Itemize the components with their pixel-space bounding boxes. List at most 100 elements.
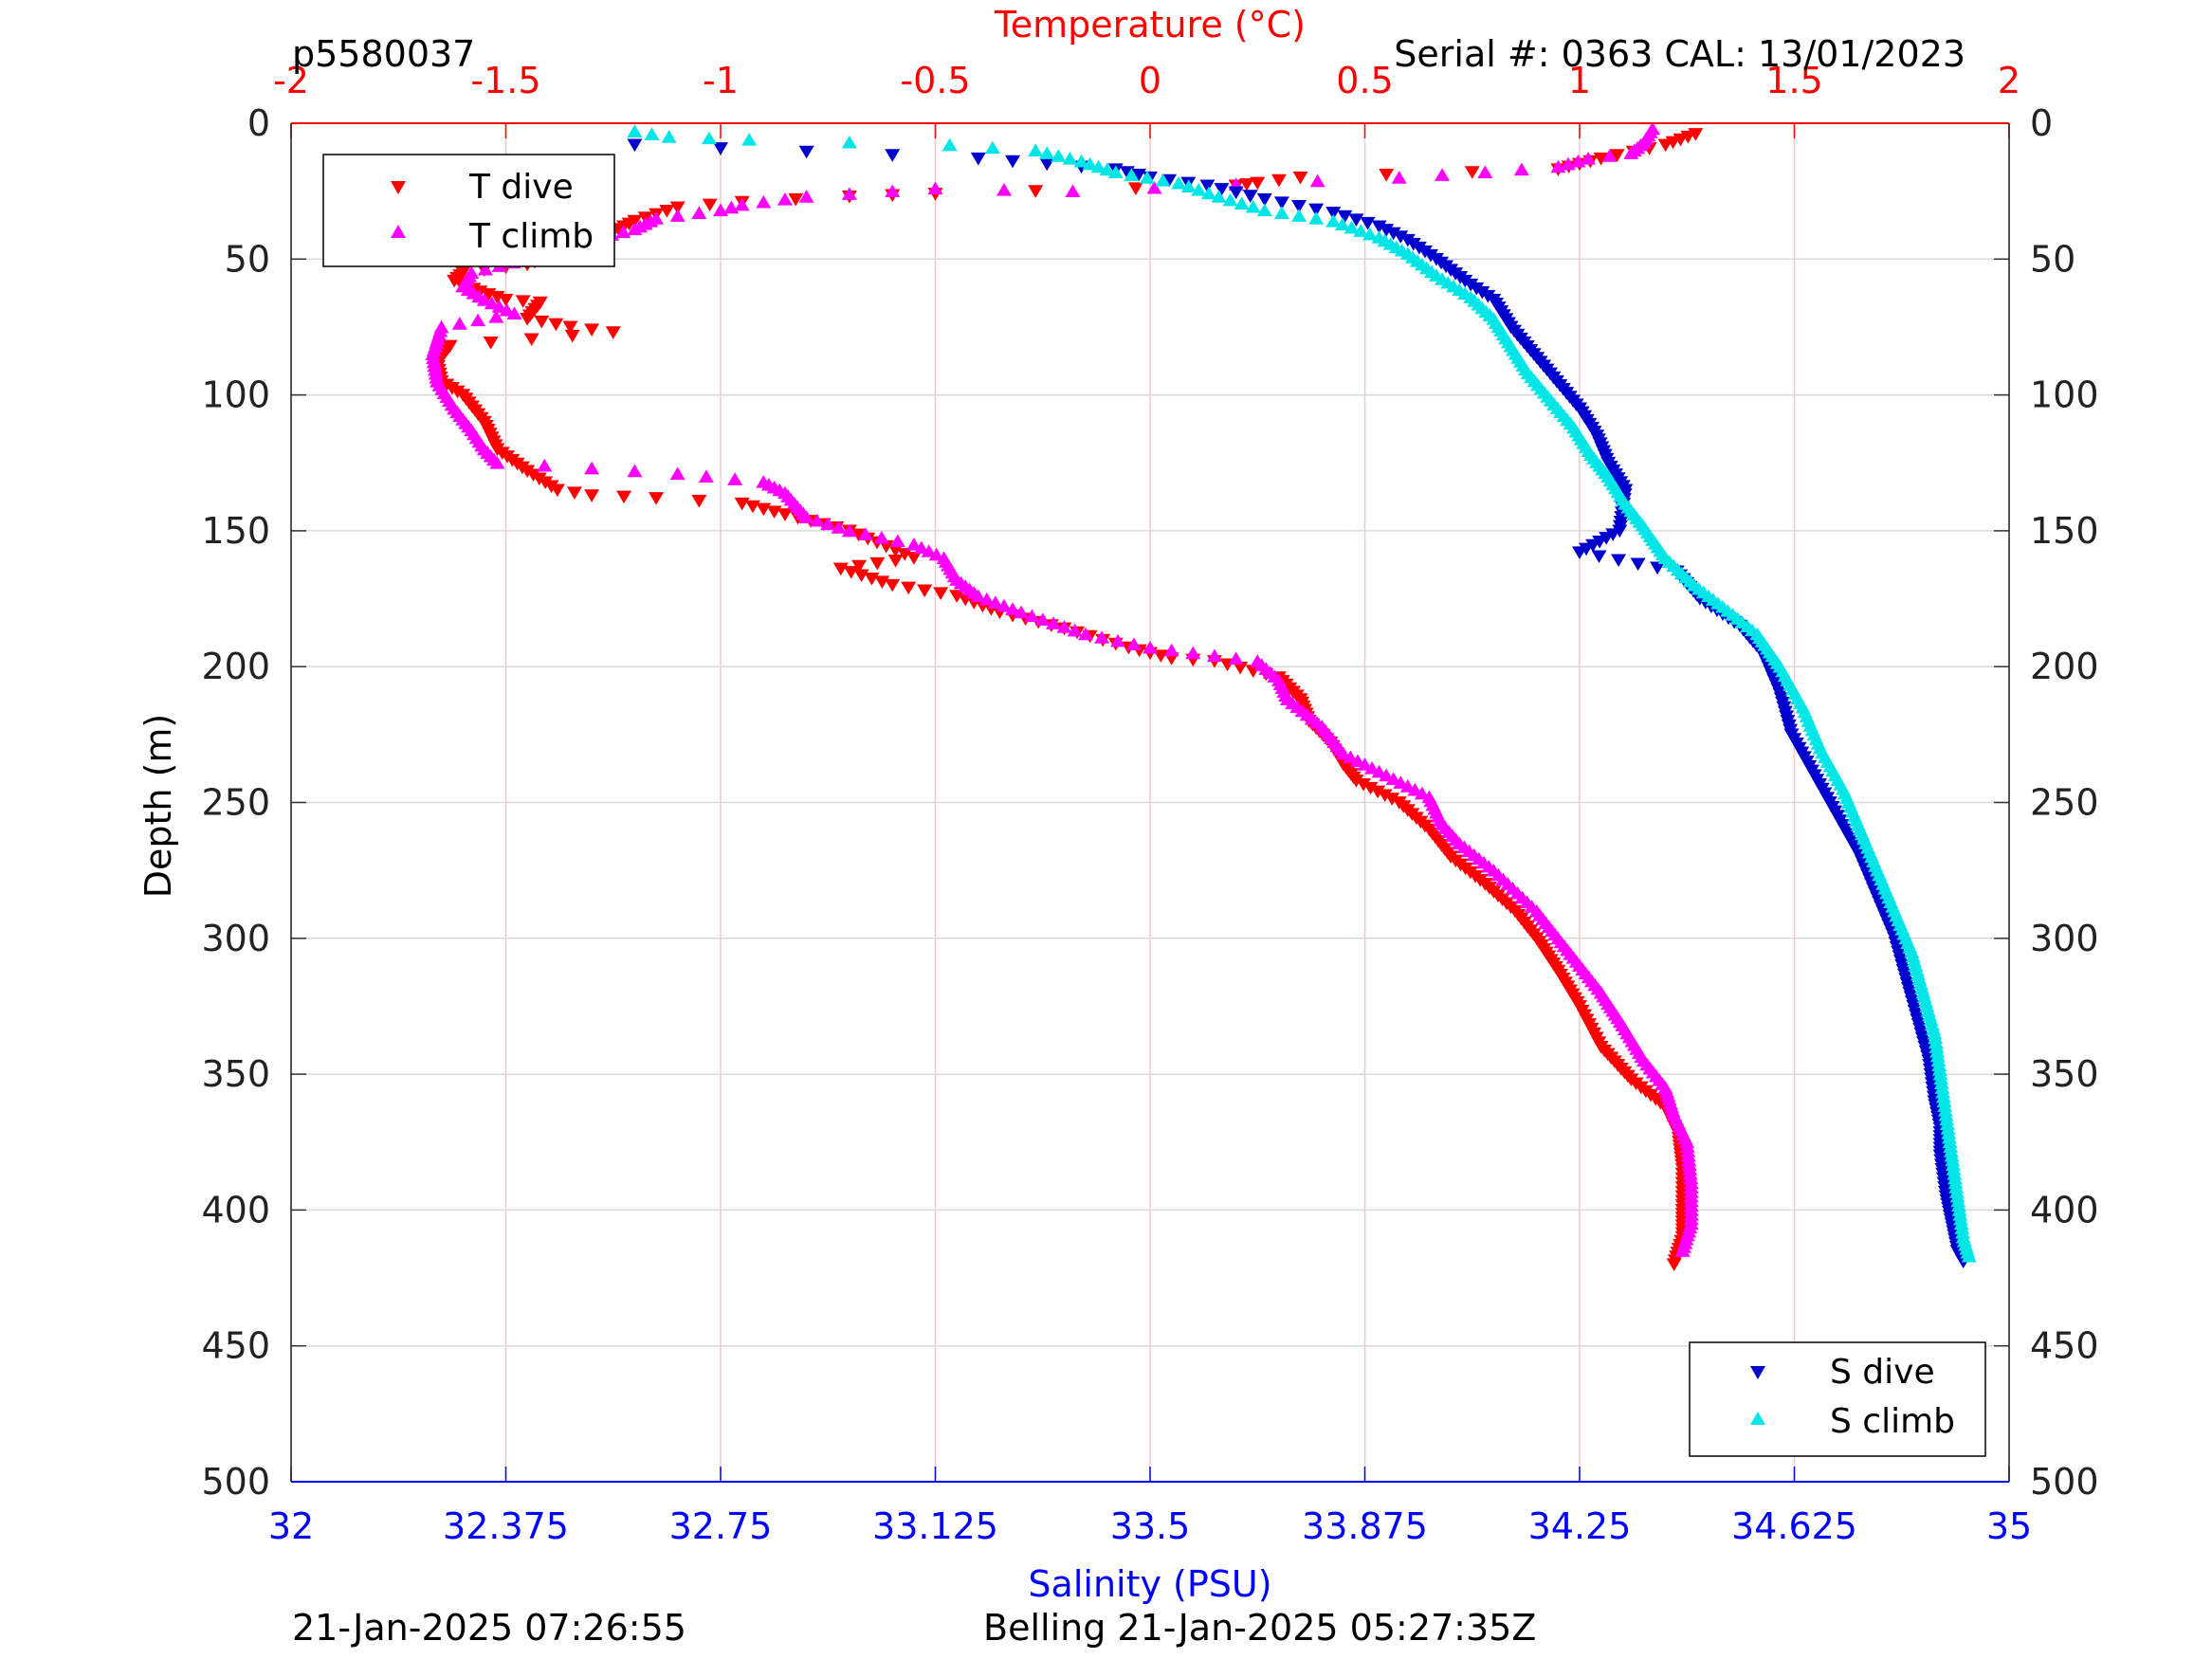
data-point — [1273, 196, 1289, 210]
data-point — [1107, 165, 1124, 178]
data-point — [1344, 220, 1360, 234]
data-point — [1214, 183, 1230, 196]
series-t-climb — [425, 121, 1699, 1257]
data-point — [727, 472, 743, 485]
data-point — [1163, 643, 1179, 657]
data-point — [820, 517, 836, 531]
profile-id-label: p5580037 — [292, 33, 475, 75]
data-point — [885, 578, 901, 592]
data-point — [1271, 173, 1287, 188]
data-point — [1191, 183, 1207, 196]
data-point — [1348, 213, 1364, 227]
data-point — [1211, 190, 1227, 203]
data-point — [978, 592, 995, 606]
data-point — [1046, 616, 1062, 629]
data-point — [534, 315, 550, 329]
data-point — [1028, 185, 1044, 198]
data-point — [1039, 146, 1055, 159]
data-point — [1325, 207, 1342, 220]
data-point — [1601, 149, 1618, 162]
data-point — [1585, 538, 1601, 553]
salinity-tick-label: 32 — [268, 1505, 314, 1547]
data-point — [627, 464, 643, 478]
depth-tick-label-left: 100 — [201, 374, 270, 416]
data-point — [889, 534, 905, 548]
data-point — [1650, 561, 1666, 575]
data-point — [873, 530, 889, 544]
data-point — [1657, 138, 1673, 153]
data-point — [850, 528, 867, 542]
data-point — [1393, 230, 1409, 244]
data-point — [484, 296, 500, 310]
data-point — [1666, 1258, 1682, 1271]
temperature-tick-label: 0 — [1139, 60, 1161, 101]
data-point — [1228, 186, 1244, 200]
data-point — [1377, 789, 1393, 803]
data-point — [723, 200, 740, 214]
data-point — [669, 466, 686, 481]
data-point — [584, 489, 600, 502]
data-point — [1185, 646, 1201, 660]
data-point — [1674, 1244, 1691, 1257]
data-point — [1308, 211, 1325, 225]
data-point — [548, 318, 564, 332]
data-point — [1362, 227, 1378, 241]
data-point — [843, 566, 859, 579]
legend-t-climb-marker — [391, 225, 406, 238]
data-point — [1353, 224, 1369, 237]
data-point — [927, 181, 943, 195]
data-point — [499, 302, 515, 317]
data-point — [887, 543, 904, 557]
data-point — [483, 337, 499, 350]
data-point — [885, 149, 901, 162]
salinity-axis-title: Salinity (PSU) — [1028, 1563, 1271, 1605]
data-point — [1337, 210, 1353, 224]
data-point — [851, 559, 868, 574]
data-point — [1513, 162, 1529, 176]
data-point — [1161, 173, 1178, 188]
data-point — [1605, 528, 1621, 541]
data-point — [1291, 200, 1307, 213]
data-point — [1242, 190, 1258, 203]
data-point — [661, 130, 677, 143]
data-point — [788, 192, 804, 207]
data-point — [627, 222, 643, 236]
data-point — [1550, 159, 1566, 173]
data-point — [841, 187, 857, 200]
data-point — [933, 587, 949, 601]
data-point — [1572, 546, 1587, 560]
data-point — [649, 492, 665, 505]
data-point — [1056, 619, 1072, 633]
legend-t-dive-marker — [391, 181, 406, 194]
data-point — [1110, 633, 1126, 647]
depth-tick-label-right: 500 — [2030, 1461, 2099, 1503]
data-point — [1384, 793, 1400, 806]
salinity-tick-label: 35 — [1986, 1505, 2032, 1547]
data-point — [627, 138, 643, 153]
data-point — [1051, 149, 1067, 162]
data-point — [584, 323, 600, 337]
data-point — [691, 206, 707, 219]
data-point — [1961, 1249, 1977, 1263]
data-point — [1126, 637, 1143, 650]
data-point — [1309, 173, 1325, 188]
data-points — [425, 121, 1977, 1271]
depth-tick-label-left: 400 — [201, 1189, 270, 1231]
legend-s-dive-label: S dive — [1830, 1353, 1935, 1392]
data-point — [1348, 775, 1364, 788]
data-point — [869, 556, 886, 571]
data-point — [928, 547, 944, 561]
data-point — [1005, 602, 1021, 615]
data-point — [1014, 605, 1030, 619]
data-point — [1464, 166, 1480, 179]
data-point — [1371, 220, 1387, 234]
data-point — [1200, 186, 1216, 200]
data-point — [669, 209, 686, 222]
data-point — [470, 313, 486, 327]
data-point — [523, 333, 539, 347]
axes — [290, 122, 2010, 1483]
depth-tick-label-right: 250 — [2030, 782, 2099, 824]
data-point — [1250, 176, 1266, 191]
